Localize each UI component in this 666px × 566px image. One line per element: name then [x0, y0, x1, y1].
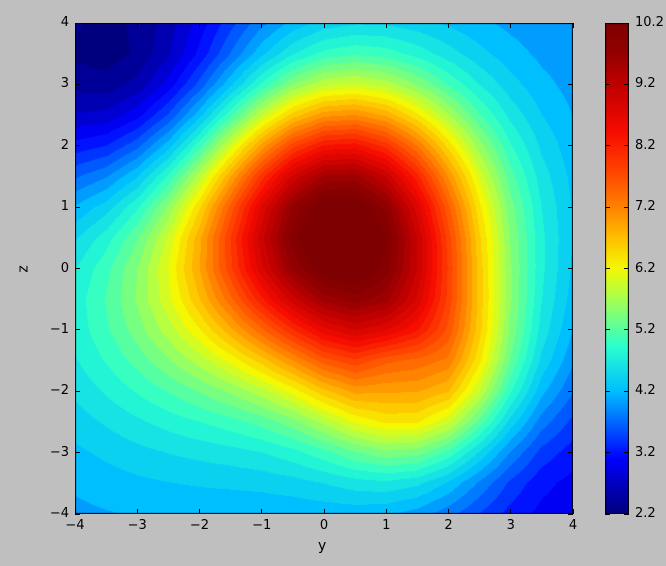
ytick-mark: [568, 268, 573, 269]
xtick-mark: [137, 509, 138, 514]
ytick-mark: [75, 207, 80, 208]
ytick-mark: [568, 329, 573, 330]
ytick-mark: [568, 84, 573, 85]
cbar-tick-mark: [605, 452, 610, 453]
cbar-tick-mark: [605, 329, 610, 330]
cbar-tick-mark: [605, 268, 610, 269]
cbar-tick-mark: [605, 514, 610, 515]
cbar-tick-mark: [605, 391, 610, 392]
ytick-label: −2: [50, 383, 69, 398]
cbar-tick-mark: [624, 268, 629, 269]
ytick-mark: [568, 145, 573, 146]
ytick-mark: [75, 452, 80, 453]
xtick-label: 2: [437, 518, 461, 533]
ytick-mark: [75, 84, 80, 85]
cbar-tick-mark: [605, 207, 610, 208]
xtick-mark: [137, 23, 138, 28]
cbar-tick-mark: [624, 391, 629, 392]
ytick-mark: [75, 329, 80, 330]
ytick-mark: [568, 207, 573, 208]
xtick-mark: [510, 509, 511, 514]
ytick-mark: [568, 452, 573, 453]
cbar-tick-label: 2.2: [635, 506, 656, 521]
cbar-tick-mark: [624, 452, 629, 453]
ytick-label: −4: [50, 506, 69, 521]
ytick-label: 3: [61, 76, 69, 91]
cbar-tick-label: 8.2: [635, 138, 656, 153]
xtick-mark: [386, 23, 387, 28]
ytick-label: 1: [61, 199, 69, 214]
xtick-mark: [324, 23, 325, 28]
cbar-tick-mark: [605, 145, 610, 146]
xtick-mark: [261, 23, 262, 28]
xtick-mark: [199, 23, 200, 28]
cbar-tick-mark: [624, 329, 629, 330]
xtick-mark: [573, 23, 574, 28]
ytick-mark: [568, 391, 573, 392]
ytick-label: 0: [61, 261, 69, 276]
xtick-mark: [448, 23, 449, 28]
cbar-tick-mark: [624, 84, 629, 85]
xtick-label: 1: [374, 518, 398, 533]
ytick-label: −3: [50, 445, 69, 460]
axes-border: [75, 23, 573, 514]
cbar-tick-label: 3.2: [635, 445, 656, 460]
cbar-tick-mark: [624, 23, 629, 24]
xtick-label: 0: [312, 518, 336, 533]
xtick-mark: [510, 23, 511, 28]
cbar-tick-mark: [605, 84, 610, 85]
xtick-label: −2: [188, 518, 212, 533]
xtick-mark: [75, 23, 76, 28]
ytick-mark: [568, 514, 573, 515]
ytick-label: −1: [50, 322, 69, 337]
ytick-mark: [75, 145, 80, 146]
xtick-mark: [199, 509, 200, 514]
ytick-mark: [75, 268, 80, 269]
cbar-tick-label: 7.2: [635, 199, 656, 214]
xtick-label: 3: [499, 518, 523, 533]
ytick-label: 4: [61, 15, 69, 30]
cbar-tick-mark: [605, 23, 610, 24]
xtick-label: −3: [125, 518, 149, 533]
ytick-mark: [75, 391, 80, 392]
cbar-tick-mark: [624, 514, 629, 515]
y-axis-label: z: [16, 265, 32, 272]
cbar-tick-mark: [624, 145, 629, 146]
x-axis-label: y: [318, 538, 326, 554]
cbar-tick-label: 6.2: [635, 261, 656, 276]
ytick-mark: [75, 23, 80, 24]
cbar-tick-label: 5.2: [635, 322, 656, 337]
xtick-mark: [324, 509, 325, 514]
cbar-tick-label: 4.2: [635, 383, 656, 398]
ytick-label: 2: [61, 138, 69, 153]
xtick-label: −1: [250, 518, 274, 533]
cbar-tick-label: 9.2: [635, 76, 656, 91]
cbar-tick-label: 10.2: [635, 15, 664, 30]
xtick-label: 4: [561, 518, 585, 533]
xtick-mark: [448, 509, 449, 514]
xtick-mark: [261, 509, 262, 514]
cbar-tick-mark: [624, 207, 629, 208]
ytick-mark: [75, 514, 80, 515]
figure: y z −4−3−2−101234−4−3−2−1012342.23.24.25…: [0, 0, 666, 566]
ytick-mark: [568, 23, 573, 24]
xtick-mark: [386, 509, 387, 514]
